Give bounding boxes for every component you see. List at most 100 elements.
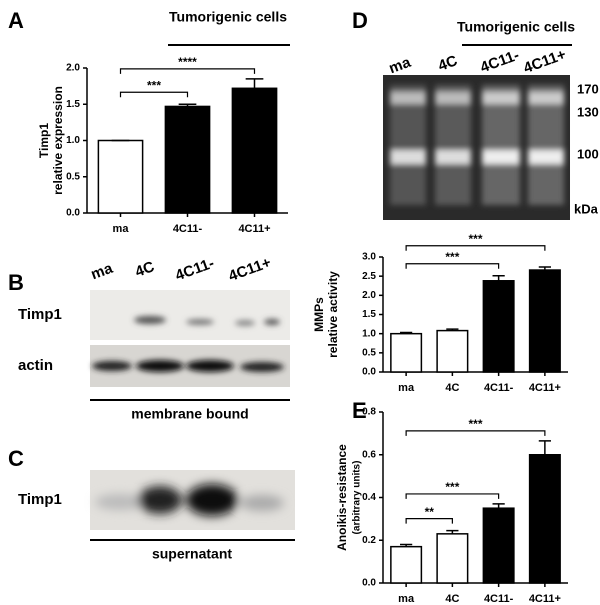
x-tick-label: 4C [445,593,459,605]
unit-label: kDa [574,201,599,216]
header: Tumorigenic cells [457,19,575,35]
y-axis-label: Anoikis-resistance [335,444,349,551]
significance-bracket [119,91,189,98]
blot-c: Timp1 supernatant [18,470,295,562]
significance-label: *** [468,417,482,431]
significance-label: *** [147,78,161,92]
lane-label: 4C11+ [521,46,568,77]
y-tick-label: 1.5 [66,99,80,110]
blot-b-images: Timp1 actin membrane bound [18,290,290,422]
lane-label: 4C11- [173,255,216,285]
caption: membrane bound [131,406,248,422]
significance-bracket [119,68,256,74]
significance-bracket [405,493,500,499]
bar [390,332,423,373]
marker-label: 130 [577,104,599,119]
x-tick-label: 4C11- [173,223,203,235]
y-tick-label: 2.5 [362,271,376,282]
y-axis-label: MMPs [312,297,326,332]
bar [482,280,515,373]
marker-label: 100 [577,146,599,161]
y-tick-label: 0.0 [362,578,376,589]
error-bar [538,440,551,455]
significance-bracket [405,263,500,269]
x-tick-label: 4C [445,382,459,394]
y-tick-label: 1.5 [362,309,376,320]
panel-letter: C [8,446,24,471]
caption: supernatant [152,546,232,562]
significance-label: *** [468,232,482,246]
bar [231,87,278,214]
significance-label: *** [445,480,459,494]
lane-label: 4C11+ [226,254,273,285]
bar [390,545,423,584]
lane-label: ma [89,260,116,284]
y-tick-label: 0.6 [362,449,376,460]
x-tick-label: ma [398,593,415,605]
x-tick-label: ma [398,382,415,394]
y-axis-label: (arbitrary units) [352,461,363,535]
significance-bracket [405,245,546,251]
bar [97,139,144,214]
significance-label: *** [445,250,459,264]
y-tick-label: 0.4 [362,492,376,503]
error-bar [400,331,413,334]
x-tick-label: 4C11+ [529,593,561,605]
x-tick-label: 4C11+ [238,223,270,235]
row-label: Timp1 [18,491,62,508]
y-tick-label: 3.0 [362,252,376,263]
bar [482,507,515,584]
x-tick-label: ma [113,223,130,235]
lane-label: 4C [133,258,157,281]
error-bar [492,275,505,281]
y-tick-label: 2.0 [362,290,376,301]
panel-letter: A [8,8,24,33]
panel-letter: D [352,8,368,33]
lane-label: 4C11- [478,47,521,77]
y-tick-label: 0.0 [362,367,376,378]
marker-label: 170 [577,81,599,96]
row-label: actin [18,357,53,374]
y-tick-label: 0.0 [66,208,80,219]
lane-label: 4C [436,52,460,75]
bands [95,484,284,516]
bar [436,533,469,584]
x-tick-label: 4C11- [484,382,514,394]
significance-label: **** [178,55,197,69]
bar [528,269,561,373]
panel-letter: E [352,398,367,423]
header: Tumorigenic cells [169,9,287,25]
error-bar [492,503,505,509]
y-tick-label: 1.0 [66,135,80,146]
bands [92,360,284,372]
y-tick-label: 0.5 [362,347,376,358]
bar [528,454,561,584]
y-tick-label: 1.0 [362,328,376,339]
error-bar [446,529,459,534]
blot-b-lanes: ma 4C 4C11- 4C11+ [89,254,274,285]
y-axis-label: Timp1 [37,123,51,158]
gel-bands [390,85,564,205]
y-tick-label: 2.0 [66,63,80,74]
gel-d: Tumorigenic cells ma 4C 4C11- 4C11+ 170 … [383,19,599,220]
error-bar [400,543,413,547]
lane-label: ma [387,54,414,78]
x-tick-label: 4C11- [484,593,514,605]
significance-label: ** [425,505,435,519]
bar [164,105,211,214]
y-tick-label: 0.8 [362,407,376,418]
row-label: Timp1 [18,306,62,323]
bands [134,316,280,326]
significance-bracket [405,518,453,524]
error-bar [245,78,264,89]
y-axis-label: relative activity [326,271,340,358]
error-bar [538,266,551,271]
error-bar [446,328,459,331]
y-axis-label: relative expression [51,86,65,195]
panel-letter: B [8,270,24,295]
y-tick-label: 0.5 [66,171,80,182]
y-tick-label: 0.2 [362,535,376,546]
error-bar [178,103,197,107]
significance-bracket [405,430,546,436]
